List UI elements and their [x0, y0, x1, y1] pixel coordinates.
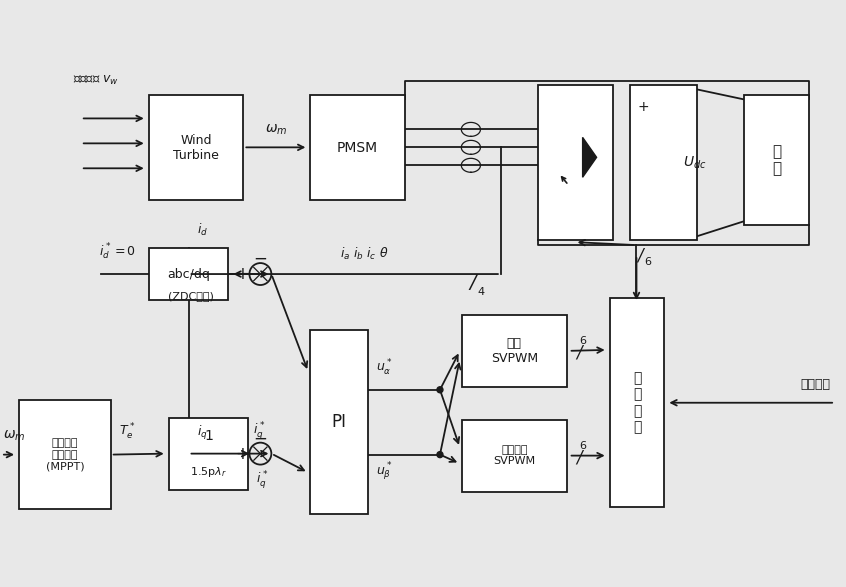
Text: $u^*_\alpha$: $u^*_\alpha$	[376, 357, 393, 378]
Text: $i_q$: $i_q$	[196, 424, 207, 441]
Text: 算
法
切
换: 算 法 切 换	[633, 372, 641, 434]
FancyBboxPatch shape	[19, 400, 111, 510]
Text: $\omega_m$: $\omega_m$	[265, 123, 288, 137]
Text: 1: 1	[204, 429, 213, 443]
Text: 4: 4	[477, 287, 485, 297]
Text: $T^*_e$: $T^*_e$	[118, 421, 135, 441]
FancyBboxPatch shape	[310, 96, 405, 200]
Text: 容错缓冲
SVPWM: 容错缓冲 SVPWM	[493, 445, 536, 467]
Text: /: /	[638, 246, 643, 264]
Text: /: /	[576, 344, 581, 362]
Text: 输入风速 $v_w$: 输入风速 $v_w$	[73, 74, 118, 87]
Text: 最优转矩
控制模块
(MPPT): 最优转矩 控制模块 (MPPT)	[46, 438, 84, 471]
Text: abc/dq: abc/dq	[168, 268, 210, 281]
Text: /: /	[576, 448, 581, 467]
Text: 正常
SVPWM: 正常 SVPWM	[491, 337, 538, 365]
Text: −: −	[254, 430, 267, 448]
FancyBboxPatch shape	[149, 248, 228, 300]
Text: $\omega_m$: $\omega_m$	[3, 429, 25, 443]
FancyBboxPatch shape	[462, 315, 567, 387]
Polygon shape	[583, 137, 596, 177]
Text: Wind
Turbine: Wind Turbine	[173, 134, 219, 162]
Text: $i_a$ $i_b$ $i_c$ $\theta$: $i_a$ $i_b$ $i_c$ $\theta$	[340, 246, 388, 262]
Text: 6: 6	[580, 336, 586, 346]
Text: $i^*_q$: $i^*_q$	[256, 468, 269, 491]
FancyBboxPatch shape	[610, 298, 664, 508]
FancyBboxPatch shape	[149, 96, 244, 200]
FancyBboxPatch shape	[168, 418, 249, 490]
Text: $i^*_q$: $i^*_q$	[254, 420, 266, 441]
FancyBboxPatch shape	[538, 86, 613, 240]
Circle shape	[437, 387, 443, 393]
Text: 故障信号: 故障信号	[800, 378, 830, 391]
Circle shape	[437, 451, 443, 458]
Text: $u^*_\beta$: $u^*_\beta$	[376, 461, 393, 483]
Text: $i^*_d = 0$: $i^*_d = 0$	[99, 242, 136, 262]
Text: 6: 6	[580, 441, 586, 451]
Text: $U_{dc}$: $U_{dc}$	[684, 154, 707, 170]
Text: $i_d$: $i_d$	[196, 222, 207, 238]
FancyBboxPatch shape	[462, 420, 567, 491]
Text: /: /	[470, 272, 476, 292]
FancyBboxPatch shape	[310, 330, 368, 514]
FancyBboxPatch shape	[629, 86, 697, 240]
Text: 6: 6	[645, 257, 651, 267]
Text: +: +	[235, 265, 250, 283]
Text: 1.5p$\lambda_r$: 1.5p$\lambda_r$	[190, 464, 227, 478]
Text: (ZDC控制): (ZDC控制)	[168, 291, 213, 301]
Text: 负
载: 负 载	[772, 144, 781, 177]
Text: +: +	[638, 100, 649, 114]
Text: +: +	[235, 444, 250, 463]
FancyBboxPatch shape	[744, 96, 809, 225]
Text: PMSM: PMSM	[337, 141, 378, 155]
Text: PI: PI	[332, 413, 347, 431]
Text: −: −	[254, 250, 267, 268]
